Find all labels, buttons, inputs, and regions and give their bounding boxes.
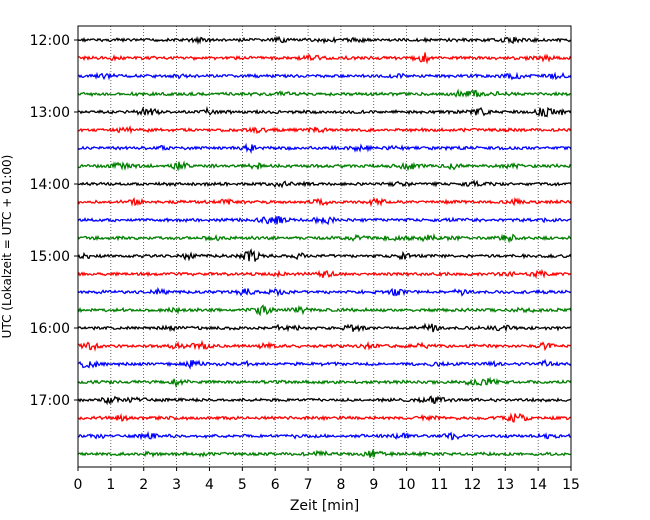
trace-1400 — [77, 179, 572, 189]
trace-1500 — [77, 248, 572, 262]
y-tick-label: 16:00 — [30, 321, 70, 337]
x-tick-label: 14 — [529, 477, 547, 493]
trace-1730 — [77, 430, 572, 441]
trace-1445 — [77, 233, 572, 244]
trace-1415 — [77, 196, 572, 208]
x-tick-label: 6 — [271, 477, 280, 493]
x-tick-label: 8 — [336, 477, 345, 493]
y-tick-label: 17:00 — [30, 393, 70, 409]
trace-1200 — [77, 35, 572, 46]
x-tick-label: 1 — [106, 477, 115, 493]
trace-1645 — [77, 376, 572, 389]
x-axis-label: Zeit [min] — [290, 498, 359, 514]
y-axis: 12:00 13:00 14:00 15:00 16:00 17:00 — [30, 33, 78, 409]
x-tick-label: 7 — [304, 477, 313, 493]
trace-1745 — [77, 449, 572, 458]
y-tick-label: 14:00 — [30, 177, 70, 193]
y-axis-label: UTC (Lokalzeit = UTC + 01:00) — [0, 155, 14, 339]
trace-1545 — [77, 304, 572, 317]
grid-lines — [110, 26, 539, 467]
trace-1600 — [77, 322, 572, 333]
trace-1300 — [77, 105, 572, 118]
x-tick-label: 11 — [431, 477, 449, 493]
x-tick-label: 0 — [74, 477, 83, 493]
x-tick-label: 4 — [205, 477, 214, 493]
trace-1700 — [77, 395, 572, 406]
x-tick-label: 5 — [238, 477, 247, 493]
x-axis: 0 1 2 3 4 5 6 7 8 9 10 11 12 13 14 15 — [74, 467, 580, 493]
x-tick-label: 15 — [562, 477, 580, 493]
x-tick-label: 9 — [369, 477, 378, 493]
y-tick-label: 15:00 — [30, 249, 70, 265]
trace-1345 — [77, 160, 572, 172]
x-tick-label: 10 — [398, 477, 416, 493]
x-tick-label: 2 — [139, 477, 148, 493]
trace-1615 — [77, 339, 572, 352]
trace-1515 — [77, 268, 572, 280]
x-tick-label: 12 — [463, 477, 481, 493]
trace-1630 — [77, 358, 572, 370]
trace-1330 — [77, 142, 572, 154]
traces — [77, 35, 572, 458]
x-tick-label: 3 — [172, 477, 181, 493]
y-tick-label: 12:00 — [30, 33, 70, 49]
trace-1530 — [77, 286, 572, 298]
trace-1430 — [77, 215, 572, 226]
trace-1715 — [77, 412, 572, 423]
x-tick-label: 13 — [496, 477, 514, 493]
trace-1315 — [77, 125, 572, 135]
trace-1215 — [77, 52, 572, 65]
trace-1230 — [77, 71, 572, 81]
plot-frame — [77, 25, 572, 468]
y-tick-label: 13:00 — [30, 105, 70, 121]
trace-1245 — [77, 88, 572, 98]
